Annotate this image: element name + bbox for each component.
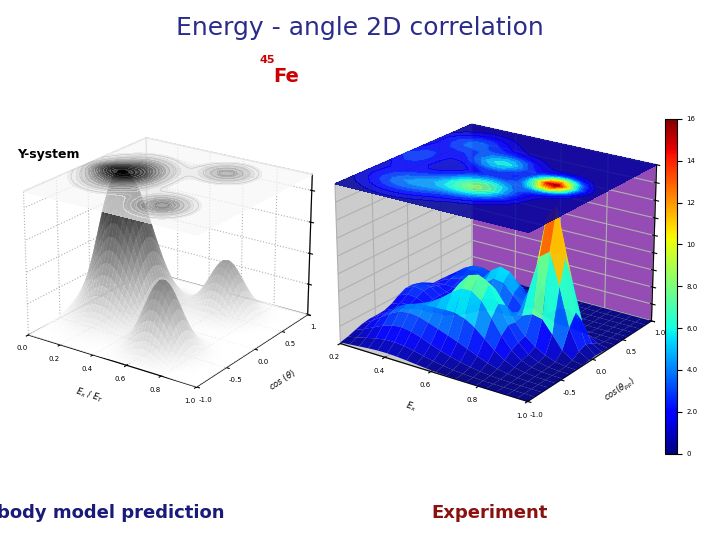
Text: Experiment: Experiment — [431, 504, 548, 522]
Text: Energy - angle 2D correlation: Energy - angle 2D correlation — [176, 16, 544, 40]
X-axis label: $E_x\ /\ E_T$: $E_x\ /\ E_T$ — [74, 385, 105, 405]
X-axis label: $E_x$: $E_x$ — [404, 399, 418, 414]
Text: Fe: Fe — [274, 68, 300, 86]
Y-axis label: $cos(\theta_{pp})$: $cos(\theta_{pp})$ — [602, 375, 638, 405]
Text: 3-body model prediction: 3-body model prediction — [0, 504, 225, 522]
Text: Y-system: Y-system — [17, 148, 79, 161]
Text: 45: 45 — [259, 55, 275, 65]
Y-axis label: $cos\ (\theta)$: $cos\ (\theta)$ — [266, 367, 298, 393]
